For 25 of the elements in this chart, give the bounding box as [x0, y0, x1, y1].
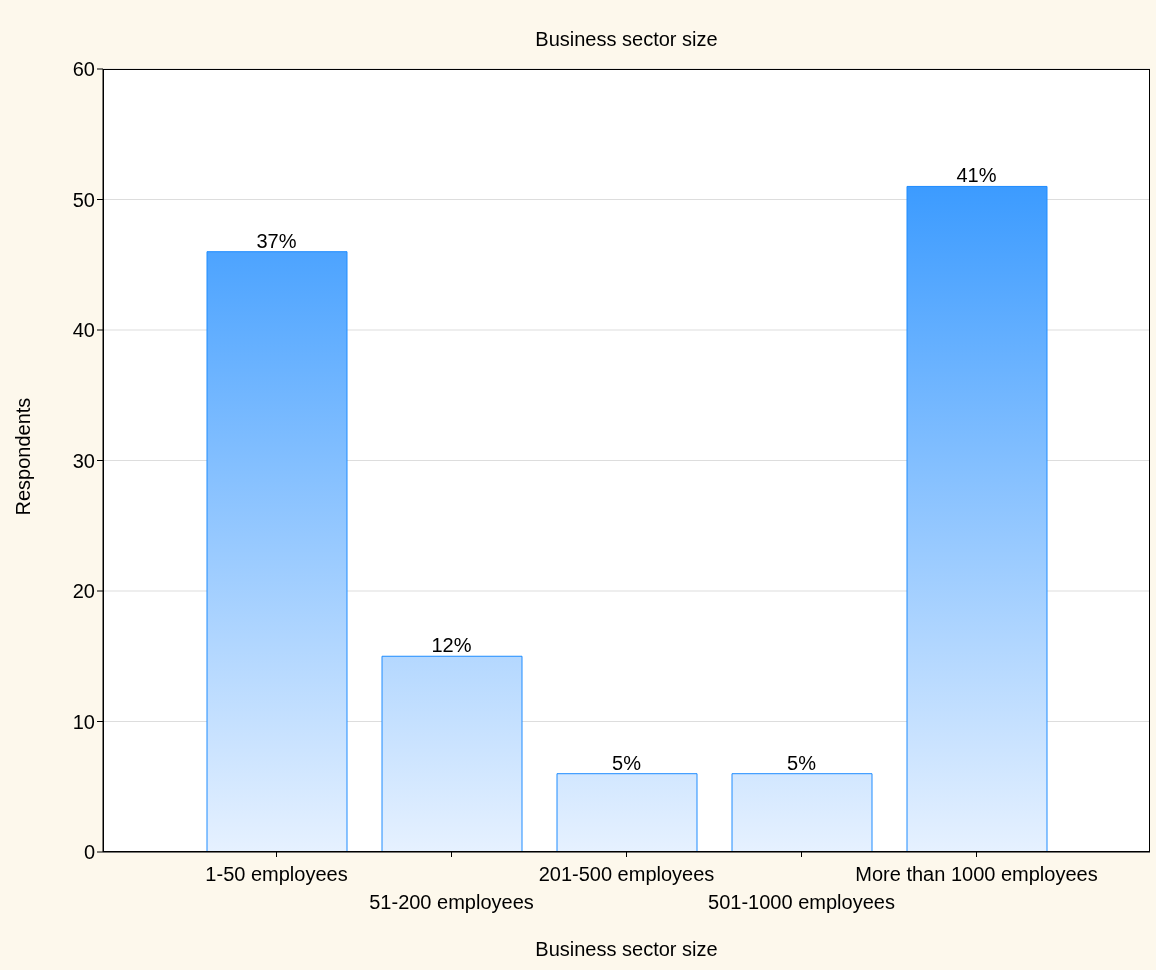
annotation: 5%	[787, 751, 817, 774]
y-axis-title: Respondents	[12, 397, 35, 516]
y-tick-label: 10	[72, 710, 95, 733]
y-tick-label: 0	[83, 841, 95, 864]
bar	[731, 773, 873, 852]
y-tick-label: 50	[72, 188, 95, 211]
bar	[206, 251, 348, 852]
bar	[381, 655, 523, 852]
annotation: 5%	[612, 751, 642, 774]
x-tick-label: 501-1000 employees	[708, 891, 895, 913]
y-tick-label: 20	[72, 580, 95, 603]
annotation: 41%	[956, 164, 997, 187]
bar	[906, 185, 1048, 852]
annotation: 37%	[256, 229, 297, 252]
x-tick-label: 201-500 employees	[538, 863, 715, 885]
y-tick-label: 40	[72, 319, 95, 342]
bar	[556, 773, 698, 852]
x-tick-label: 1-50 employees	[205, 863, 348, 885]
chart-title: Business sector size	[534, 28, 719, 51]
x-axis-title: Business sector size	[534, 938, 719, 961]
y-tick-label: 30	[72, 449, 95, 472]
x-tick-label: 51-200 employees	[369, 891, 534, 913]
annotation: 12%	[431, 634, 472, 657]
x-tick-label: More than 1000 employees	[855, 863, 1098, 885]
y-tick-label: 60	[72, 58, 95, 81]
